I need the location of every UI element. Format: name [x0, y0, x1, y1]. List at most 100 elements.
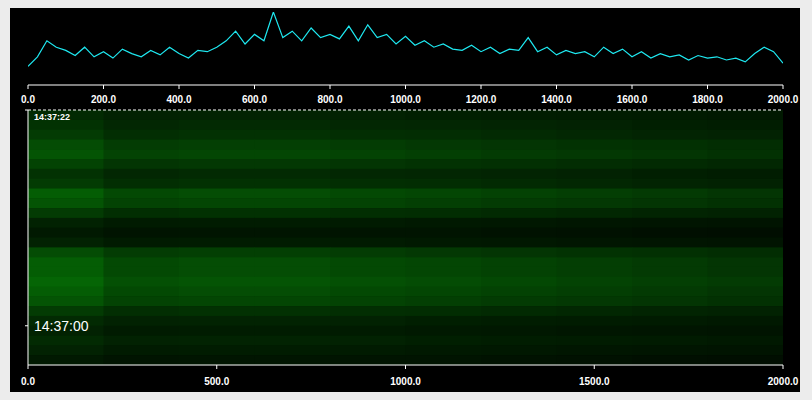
- x-tick-label: 1000.0: [390, 94, 421, 105]
- waterfall-cell: [104, 257, 180, 267]
- waterfall-cell: [255, 238, 331, 248]
- waterfall-cell: [481, 355, 557, 365]
- waterfall-cell: [330, 179, 406, 189]
- waterfall-cell: [557, 277, 633, 287]
- waterfall-cell: [632, 188, 708, 198]
- waterfall-cell: [632, 149, 708, 159]
- waterfall-cell: [28, 277, 104, 287]
- waterfall-cell: [255, 267, 331, 277]
- waterfall-cell: [481, 198, 557, 208]
- waterfall-cell: [28, 247, 104, 257]
- waterfall-cell: [708, 198, 784, 208]
- waterfall-cell: [255, 169, 331, 179]
- waterfall-cell: [179, 287, 255, 297]
- waterfall-cell: [557, 247, 633, 257]
- waterfall-cell: [104, 336, 180, 346]
- waterfall-cell: [179, 120, 255, 130]
- waterfall-cell: [708, 336, 784, 346]
- waterfall-cell: [28, 139, 104, 149]
- top-border: [28, 110, 783, 111]
- waterfall-cell: [708, 139, 784, 149]
- waterfall-cell: [708, 218, 784, 228]
- waterfall-cell: [708, 296, 784, 306]
- waterfall-cell: [557, 228, 633, 238]
- waterfall-cell: [481, 306, 557, 316]
- waterfall-cell: [406, 345, 482, 355]
- waterfall-cell: [330, 336, 406, 346]
- waterfall-cell: [255, 149, 331, 159]
- waterfall-cell: [255, 179, 331, 189]
- waterfall-cell: [708, 179, 784, 189]
- waterfall-cell: [557, 267, 633, 277]
- waterfall-cell: [708, 159, 784, 169]
- waterfall-cell: [632, 228, 708, 238]
- waterfall-cell: [28, 169, 104, 179]
- waterfall-cell: [708, 208, 784, 218]
- waterfall-cell: [481, 247, 557, 257]
- waterfall-cell: [557, 355, 633, 365]
- waterfall-cell: [330, 149, 406, 159]
- waterfall-cell: [481, 267, 557, 277]
- waterfall-cell: [255, 120, 331, 130]
- waterfall-cell: [255, 198, 331, 208]
- waterfall-cell: [557, 257, 633, 267]
- waterfall-cell: [330, 218, 406, 228]
- x-tick: [594, 365, 595, 369]
- waterfall-cell: [28, 218, 104, 228]
- waterfall-cell: [632, 345, 708, 355]
- waterfall-cell: [632, 336, 708, 346]
- x-tick-label: 0.0: [21, 94, 35, 105]
- waterfall-cell: [179, 228, 255, 238]
- waterfall-cell: [557, 326, 633, 336]
- waterfall-cell: [632, 208, 708, 218]
- waterfall-cell: [632, 316, 708, 326]
- waterfall-cell: [632, 306, 708, 316]
- x-tick: [28, 85, 29, 89]
- x-tick: [783, 365, 784, 369]
- waterfall-cell: [255, 139, 331, 149]
- waterfall-cell: [104, 247, 180, 257]
- waterfall-cell: [481, 326, 557, 336]
- waterfall-cell: [330, 120, 406, 130]
- waterfall-cell: [406, 355, 482, 365]
- waterfall-cell: [255, 247, 331, 257]
- x-tick-label: 600.0: [242, 94, 267, 105]
- x-tick-label: 0.0: [21, 376, 35, 387]
- waterfall-cell: [481, 257, 557, 267]
- x-tick: [103, 85, 104, 89]
- waterfall-cell: [104, 306, 180, 316]
- waterfall-cell: [104, 208, 180, 218]
- waterfall-cell: [557, 110, 633, 120]
- waterfall-cell: [255, 316, 331, 326]
- waterfall-cell: [104, 287, 180, 297]
- waterfall-cell: [255, 306, 331, 316]
- waterfall-cell: [179, 110, 255, 120]
- waterfall-cell: [104, 149, 180, 159]
- waterfall-cell: [255, 218, 331, 228]
- waterfall-cell: [28, 345, 104, 355]
- waterfall-cell: [330, 130, 406, 140]
- x-tick-label: 500.0: [204, 376, 229, 387]
- waterfall-cell: [330, 188, 406, 198]
- waterfall-cell: [104, 277, 180, 287]
- waterfall-cell: [406, 169, 482, 179]
- waterfall-cell: [632, 277, 708, 287]
- x-tick: [216, 365, 217, 369]
- waterfall-cell: [406, 336, 482, 346]
- waterfall-cell: [406, 179, 482, 189]
- waterfall-cell: [179, 277, 255, 287]
- waterfall-cell: [28, 208, 104, 218]
- waterfall-cell: [28, 188, 104, 198]
- waterfall-cell: [708, 326, 784, 336]
- waterfall-cell: [179, 149, 255, 159]
- waterfall-cell: [104, 296, 180, 306]
- waterfall-cell: [481, 208, 557, 218]
- waterfall-cell: [406, 159, 482, 169]
- waterfall-cell: [708, 110, 784, 120]
- waterfall-cell: [330, 228, 406, 238]
- waterfall-cell: [632, 159, 708, 169]
- x-tick-label: 1400.0: [541, 94, 572, 105]
- waterfall-cell: [255, 355, 331, 365]
- waterfall-cell: [406, 188, 482, 198]
- waterfall-cell: [481, 218, 557, 228]
